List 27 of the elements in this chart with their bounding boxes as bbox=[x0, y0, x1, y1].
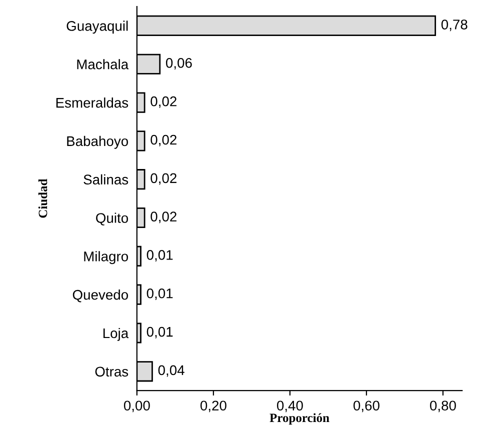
data-label: 0,06 bbox=[166, 58, 192, 70]
data-label: 0,02 bbox=[150, 96, 176, 108]
data-label: 0,04 bbox=[158, 365, 184, 377]
y-tick-label: Guayaquil bbox=[66, 20, 128, 34]
y-tick-label: Quito bbox=[96, 212, 128, 226]
x-tick-label: 0,80 bbox=[430, 400, 456, 412]
y-tick-label: Quevedo bbox=[72, 290, 128, 302]
y-axis-title: Ciudad bbox=[38, 178, 48, 218]
x-axis-title: Proporción bbox=[270, 413, 330, 425]
y-tick-label: Salinas bbox=[84, 174, 128, 185]
data-label: 0,01 bbox=[146, 326, 173, 338]
x-tick-label: 0,00 bbox=[124, 400, 150, 412]
data-label: 0,78 bbox=[441, 20, 468, 32]
data-label: 0,01 bbox=[146, 250, 173, 262]
y-tick-label: Babahoyo bbox=[67, 136, 128, 149]
data-label: 0,02 bbox=[150, 212, 176, 224]
data-label: 0,02 bbox=[150, 134, 176, 146]
y-tick-label: Otras bbox=[95, 366, 128, 377]
y-tick-label: Esmeraldas bbox=[56, 98, 128, 108]
x-tick-label: 0,60 bbox=[353, 400, 380, 412]
y-tick-label: Loja bbox=[103, 328, 129, 341]
data-label: 0,01 bbox=[146, 288, 173, 300]
y-tick-label: Machala bbox=[77, 59, 129, 70]
x-tick-label: 0,20 bbox=[200, 400, 226, 412]
y-tick-label: Milagro bbox=[84, 251, 128, 264]
x-tick-label: 0,40 bbox=[276, 400, 303, 412]
data-label: 0,02 bbox=[150, 173, 176, 185]
